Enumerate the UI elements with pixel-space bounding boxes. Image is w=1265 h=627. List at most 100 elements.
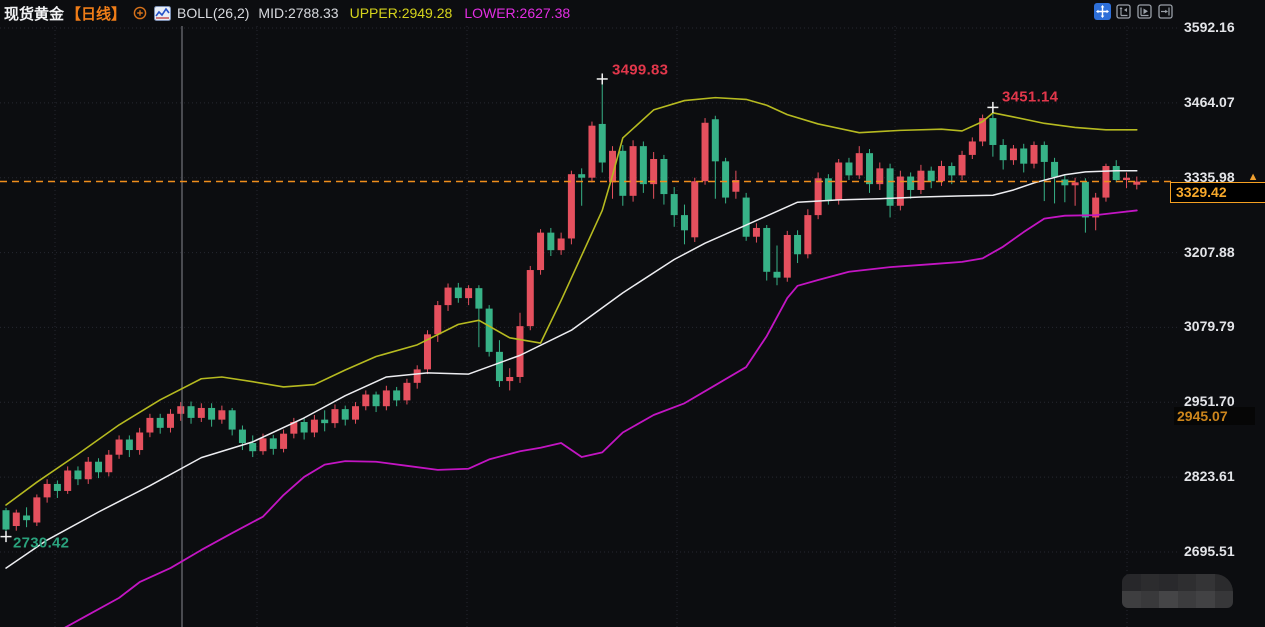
candle-body (732, 180, 740, 192)
candle-body (578, 174, 586, 178)
indicator-upper-value: UPPER:2949.28 (349, 5, 453, 21)
candle-body (835, 162, 843, 200)
candle-body (43, 483, 51, 498)
candle-body (1123, 177, 1131, 181)
candle-body (423, 334, 431, 370)
candle-body (495, 351, 503, 382)
candle-body (1112, 166, 1120, 181)
candle-body (1061, 179, 1069, 186)
price-annotation: 2730.42 (13, 534, 70, 552)
candle-body (999, 144, 1007, 161)
candle-body (1030, 144, 1038, 164)
axis-label: 2951.70 (1184, 393, 1235, 410)
last-price-tag: 3329.42 (1170, 182, 1265, 203)
watermark-cell (1214, 591, 1233, 608)
candle-body (434, 305, 442, 335)
candle-body (64, 470, 72, 491)
candle-body (321, 419, 329, 424)
candle-body (670, 194, 678, 216)
candle-body (598, 123, 606, 163)
extra-price-label: 2945.07 (1174, 407, 1255, 425)
candle-body (629, 146, 637, 196)
candle-body (619, 150, 627, 196)
y-axis-scale-button[interactable] (1115, 3, 1132, 20)
candle-body (238, 429, 246, 444)
candle-body (218, 410, 226, 420)
candle-body (2, 510, 10, 530)
indicator-name[interactable]: BOLL(26,2) (177, 5, 250, 21)
candle-body (691, 181, 699, 238)
candle-body (907, 176, 915, 190)
candle-body (136, 432, 144, 451)
candle-body (547, 232, 555, 251)
grid-layer (0, 26, 1178, 627)
candle-body (331, 409, 339, 424)
add-compare-icon[interactable] (133, 6, 147, 20)
indicator-lower-value: LOWER:2627.38 (464, 5, 571, 21)
bollinger-layer (5, 96, 1138, 627)
candle-body (249, 443, 257, 452)
indicator-icon[interactable] (154, 5, 172, 21)
candle-body (722, 161, 730, 198)
candle-body (763, 227, 771, 272)
candle-body (989, 118, 997, 145)
candle-body (465, 288, 473, 299)
candle-body (917, 170, 925, 190)
axis-label: 3207.88 (1184, 243, 1235, 260)
price-up-arrow-icon: ▲ (1247, 170, 1259, 183)
axis-label: 3592.16 (1184, 19, 1235, 35)
candle-body (156, 417, 164, 428)
candle-body (588, 125, 596, 178)
candle-body (896, 176, 904, 206)
candle-body (845, 162, 853, 176)
candle-body (269, 438, 277, 449)
candle-body (968, 141, 976, 155)
candle-body (516, 326, 524, 377)
price-annotation: 3451.14 (1002, 88, 1059, 106)
candle-body (814, 178, 822, 216)
candle-body (1040, 144, 1048, 162)
candle-body (403, 382, 411, 401)
candle-body (866, 153, 874, 185)
candles-layer[interactable] (2, 81, 1141, 532)
watermark-cell (1196, 574, 1215, 591)
candle-body (475, 288, 483, 309)
jump-to-latest-button[interactable] (1157, 3, 1174, 20)
candle-body (382, 390, 390, 407)
candle-body (362, 394, 370, 407)
blurred-watermark (1122, 574, 1233, 608)
candle-body (773, 271, 781, 278)
period-label[interactable]: 【日线】 (66, 5, 127, 23)
candle-body (74, 470, 82, 480)
candle-body (927, 170, 935, 182)
candle-body (352, 406, 360, 420)
x-axis-scale-button[interactable] (1136, 3, 1153, 20)
candle-body (783, 234, 791, 278)
candle-body (1081, 181, 1089, 218)
candle-body (639, 146, 647, 185)
symbol-name[interactable]: 现货黄金 (4, 5, 65, 23)
candle-body (1133, 181, 1141, 185)
candle-body (177, 406, 185, 414)
watermark-cell (1177, 591, 1196, 608)
indicator-mid-value: MID:2788.33 (258, 5, 339, 21)
candle-body (824, 178, 832, 200)
candle-body (105, 454, 113, 473)
watermark-cell (1140, 574, 1159, 591)
candle-body (290, 421, 298, 434)
markers-layer (0, 73, 999, 543)
candle-body (1071, 182, 1079, 186)
candle-body (166, 413, 174, 428)
candle-body (197, 407, 205, 418)
candle-body (537, 232, 545, 271)
chart-toolbar (1094, 3, 1174, 20)
candle-body (1020, 148, 1028, 164)
candle-body (259, 438, 267, 452)
candle-body (876, 168, 884, 185)
move-crosshair-button[interactable] (1094, 3, 1111, 20)
candle-body (33, 497, 41, 523)
axis-label: 3079.79 (1184, 318, 1235, 335)
candle-body (84, 461, 92, 480)
candle-body (95, 461, 103, 473)
